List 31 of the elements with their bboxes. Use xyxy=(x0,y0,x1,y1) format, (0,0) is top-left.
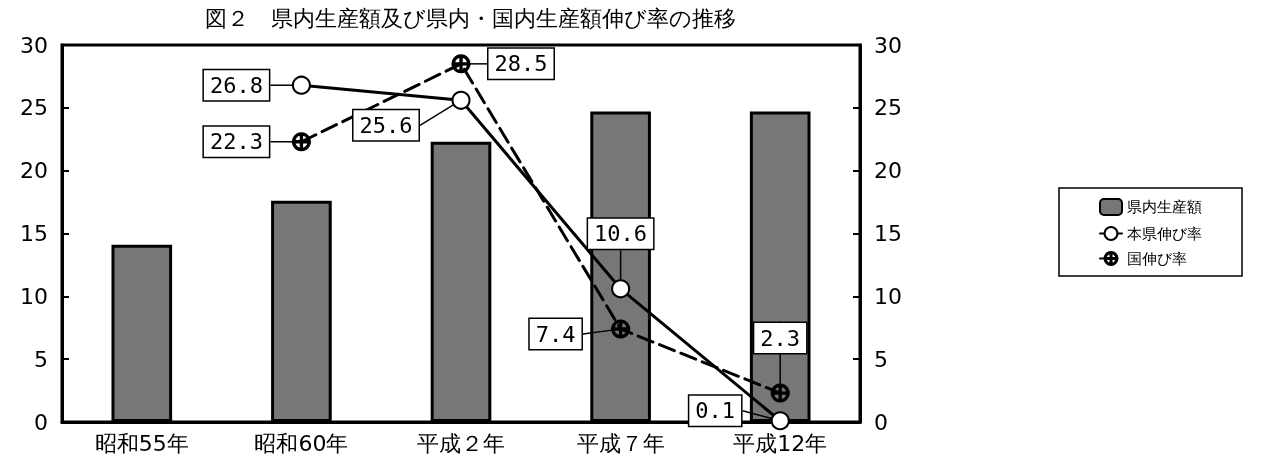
y2-tick-label: 20 xyxy=(874,158,902,184)
y-tick-label: 25 xyxy=(20,95,48,121)
y2-tick-label: 15 xyxy=(874,221,902,246)
y2-tick-label: 0 xyxy=(874,409,888,435)
legend-label: 国伸び率 xyxy=(1127,249,1187,268)
data-label: 26.8 xyxy=(209,72,263,98)
y-tick-label: 0 xyxy=(34,409,48,435)
legend-label: 県内生産額 xyxy=(1127,198,1202,216)
data-label: 22.3 xyxy=(209,129,263,155)
data-label: 0.1 xyxy=(695,398,736,424)
data-label: 10.6 xyxy=(594,221,648,247)
y-tick-label: 5 xyxy=(34,346,48,372)
data-label: 7.4 xyxy=(535,321,576,347)
y2-tick-label: 10 xyxy=(874,283,902,309)
data-label: 2.3 xyxy=(760,325,801,351)
data-label: 28.5 xyxy=(494,51,548,77)
y-tick-label: 30 xyxy=(20,32,48,58)
y2-tick-label: 5 xyxy=(874,346,888,372)
data-label: 25.6 xyxy=(359,112,413,138)
x-tick-label: 平成２年 xyxy=(417,430,505,456)
y-tick-label: 15 xyxy=(20,221,48,246)
y2-tick-label: 30 xyxy=(874,32,902,58)
y-tick-label: 10 xyxy=(20,283,48,309)
x-tick-label: 平成７年 xyxy=(576,430,665,456)
x-tick-label: 平成12年 xyxy=(733,430,828,456)
x-tick-label: 昭和55年 xyxy=(94,430,189,456)
x-tick-label: 昭和60年 xyxy=(254,430,349,456)
legend-label: 本県伸び率 xyxy=(1127,224,1202,243)
y-tick-label: 20 xyxy=(20,158,48,184)
y2-tick-label: 25 xyxy=(874,95,902,121)
chart-title: 図２ 県内生産額及び県内・国内生産額伸び率の推移 xyxy=(205,5,736,31)
